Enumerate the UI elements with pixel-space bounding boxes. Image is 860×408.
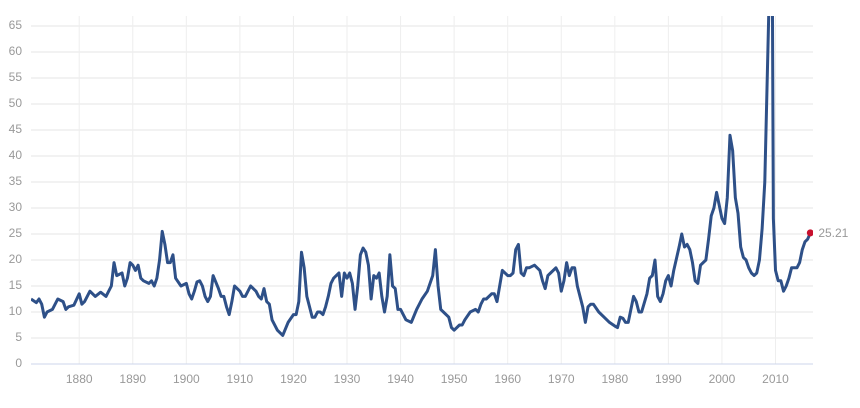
y-tick-label: 55 — [9, 70, 23, 84]
y-tick-label: 65 — [9, 18, 23, 32]
y-tick-label: 0 — [15, 356, 22, 370]
x-tick-label: 2010 — [762, 372, 789, 386]
y-tick-label: 45 — [9, 122, 23, 136]
y-tick-label: 15 — [9, 278, 23, 292]
x-tick-label: 1920 — [280, 372, 307, 386]
y-tick-label: 35 — [9, 174, 23, 188]
y-tick-label: 20 — [9, 252, 23, 266]
x-tick-label: 1980 — [601, 372, 628, 386]
y-tick-label: 50 — [9, 96, 23, 110]
x-tick-label: 1970 — [548, 372, 575, 386]
x-tick-label: 1950 — [441, 372, 468, 386]
y-tick-label: 10 — [9, 304, 23, 318]
last-point — [806, 229, 813, 237]
x-tick-label: 2000 — [709, 372, 736, 386]
x-tick-label: 1880 — [66, 372, 93, 386]
tick-labels: 0 5 10 15 20 25 30 35 40 45 50 55 60 65 1880 1890 1900 19… — [9, 18, 849, 386]
x-tick-label: 1990 — [655, 372, 682, 386]
y-tick-label: 60 — [9, 44, 23, 58]
grid — [31, 16, 813, 365]
line — [31, 16, 812, 337]
x-tick-label: 1900 — [173, 372, 200, 386]
x-tick-label: 1960 — [494, 372, 521, 386]
plot — [31, 16, 813, 337]
y-tick-label: 5 — [15, 330, 22, 344]
x-tick-label: 1930 — [334, 372, 361, 386]
x-tick-label: 1910 — [227, 372, 254, 386]
y-tick-label: 30 — [9, 200, 23, 214]
last-value-label: 25.21 — [818, 226, 848, 240]
y-tick-label: 25 — [9, 226, 23, 240]
x-tick-label: 1940 — [387, 372, 414, 386]
x-tick-label: 1890 — [119, 372, 146, 386]
y-tick-label: 40 — [9, 148, 23, 162]
